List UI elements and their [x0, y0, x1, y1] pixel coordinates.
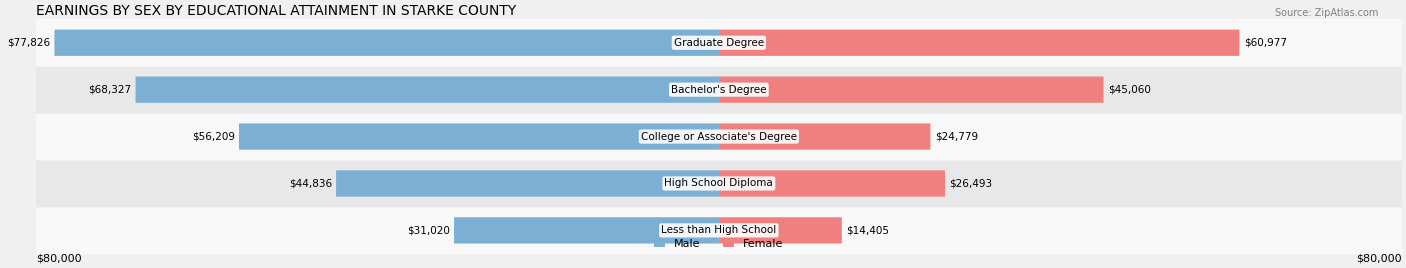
Text: $26,493: $26,493 — [949, 178, 993, 188]
Text: $24,779: $24,779 — [935, 132, 977, 142]
FancyBboxPatch shape — [37, 206, 1402, 254]
FancyBboxPatch shape — [454, 217, 718, 244]
Legend: Male, Female: Male, Female — [650, 234, 787, 253]
Text: College or Associate's Degree: College or Associate's Degree — [641, 132, 797, 142]
FancyBboxPatch shape — [37, 159, 1402, 207]
Text: $80,000: $80,000 — [37, 254, 82, 264]
Text: $68,327: $68,327 — [89, 85, 131, 95]
FancyBboxPatch shape — [37, 66, 1402, 114]
FancyBboxPatch shape — [718, 170, 945, 197]
Text: $56,209: $56,209 — [191, 132, 235, 142]
Text: Less than High School: Less than High School — [661, 225, 776, 235]
Text: $45,060: $45,060 — [1108, 85, 1150, 95]
FancyBboxPatch shape — [336, 170, 718, 197]
Text: $31,020: $31,020 — [406, 225, 450, 235]
FancyBboxPatch shape — [37, 19, 1402, 67]
Text: EARNINGS BY SEX BY EDUCATIONAL ATTAINMENT IN STARKE COUNTY: EARNINGS BY SEX BY EDUCATIONAL ATTAINMEN… — [37, 3, 516, 18]
Text: Source: ZipAtlas.com: Source: ZipAtlas.com — [1274, 8, 1378, 18]
FancyBboxPatch shape — [239, 124, 718, 150]
Text: $60,977: $60,977 — [1244, 38, 1286, 48]
Text: $44,836: $44,836 — [288, 178, 332, 188]
FancyBboxPatch shape — [718, 217, 842, 244]
Text: $80,000: $80,000 — [1357, 254, 1402, 264]
FancyBboxPatch shape — [37, 113, 1402, 161]
Text: $14,405: $14,405 — [846, 225, 889, 235]
Text: $77,826: $77,826 — [7, 38, 51, 48]
FancyBboxPatch shape — [718, 77, 1104, 103]
Text: High School Diploma: High School Diploma — [665, 178, 773, 188]
FancyBboxPatch shape — [55, 29, 718, 56]
FancyBboxPatch shape — [718, 124, 931, 150]
Text: Graduate Degree: Graduate Degree — [673, 38, 763, 48]
FancyBboxPatch shape — [135, 77, 718, 103]
FancyBboxPatch shape — [718, 29, 1240, 56]
Text: Bachelor's Degree: Bachelor's Degree — [671, 85, 766, 95]
